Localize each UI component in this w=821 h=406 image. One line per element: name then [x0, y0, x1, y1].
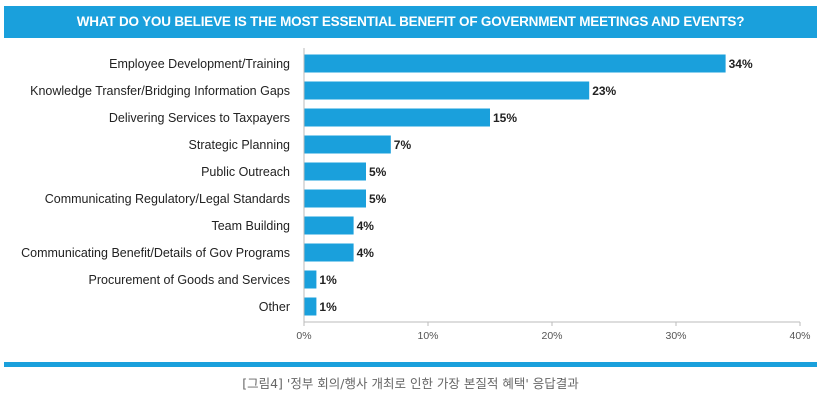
category-label: Procurement of Goods and Services [89, 273, 291, 287]
value-label: 1% [319, 300, 337, 314]
value-label: 23% [592, 84, 616, 98]
bar [304, 108, 490, 127]
value-label: 5% [369, 165, 387, 179]
bar [304, 189, 366, 208]
bar [304, 81, 590, 100]
x-axis: 0% 10% 20% 30% 40% [296, 48, 811, 342]
bar [304, 243, 354, 262]
category-label: Public Outreach [201, 165, 290, 179]
chart-title: WHAT DO YOU BELIEVE IS THE MOST ESSENTIA… [4, 6, 817, 38]
category-label: Knowledge Transfer/Bridging Information … [30, 84, 290, 98]
category-label: Strategic Planning [189, 138, 291, 152]
x-tick-label: 10% [417, 330, 438, 342]
value-label: 7% [394, 138, 412, 152]
category-label: Communicating Regulatory/Legal Standards [45, 192, 290, 206]
category-label: Other [259, 300, 290, 314]
value-label: 4% [357, 219, 375, 233]
bars [304, 54, 726, 316]
category-label: Communicating Benefit/Details of Gov Pro… [21, 246, 290, 260]
figure-caption: [그림4] '정부 회의/행사 개최로 인한 가장 본질적 혜택' 응답결과 [242, 376, 579, 391]
bar-chart: Employee Development/Training Knowledge T… [21, 48, 811, 342]
bar [304, 216, 354, 235]
value-labels: 34% 23% 15% 7% 5% 5% 4% 4% 1% 1% [319, 57, 753, 314]
category-label: Delivering Services to Taxpayers [109, 111, 290, 125]
bar [304, 297, 317, 316]
bottom-rule [4, 362, 817, 367]
value-label: 15% [493, 111, 517, 125]
x-tick-label: 20% [541, 330, 562, 342]
value-label: 4% [357, 246, 375, 260]
x-tick-label: 40% [789, 330, 810, 342]
value-label: 1% [319, 273, 337, 287]
category-labels: Employee Development/Training Knowledge T… [21, 57, 290, 314]
bar [304, 135, 391, 154]
x-tick-label: 0% [296, 330, 311, 342]
value-label: 34% [729, 57, 753, 71]
category-label: Employee Development/Training [109, 57, 290, 71]
x-tick-label: 30% [665, 330, 686, 342]
value-label: 5% [369, 192, 387, 206]
bar [304, 162, 366, 181]
bar [304, 54, 726, 73]
bar [304, 270, 317, 289]
category-label: Team Building [211, 219, 290, 233]
